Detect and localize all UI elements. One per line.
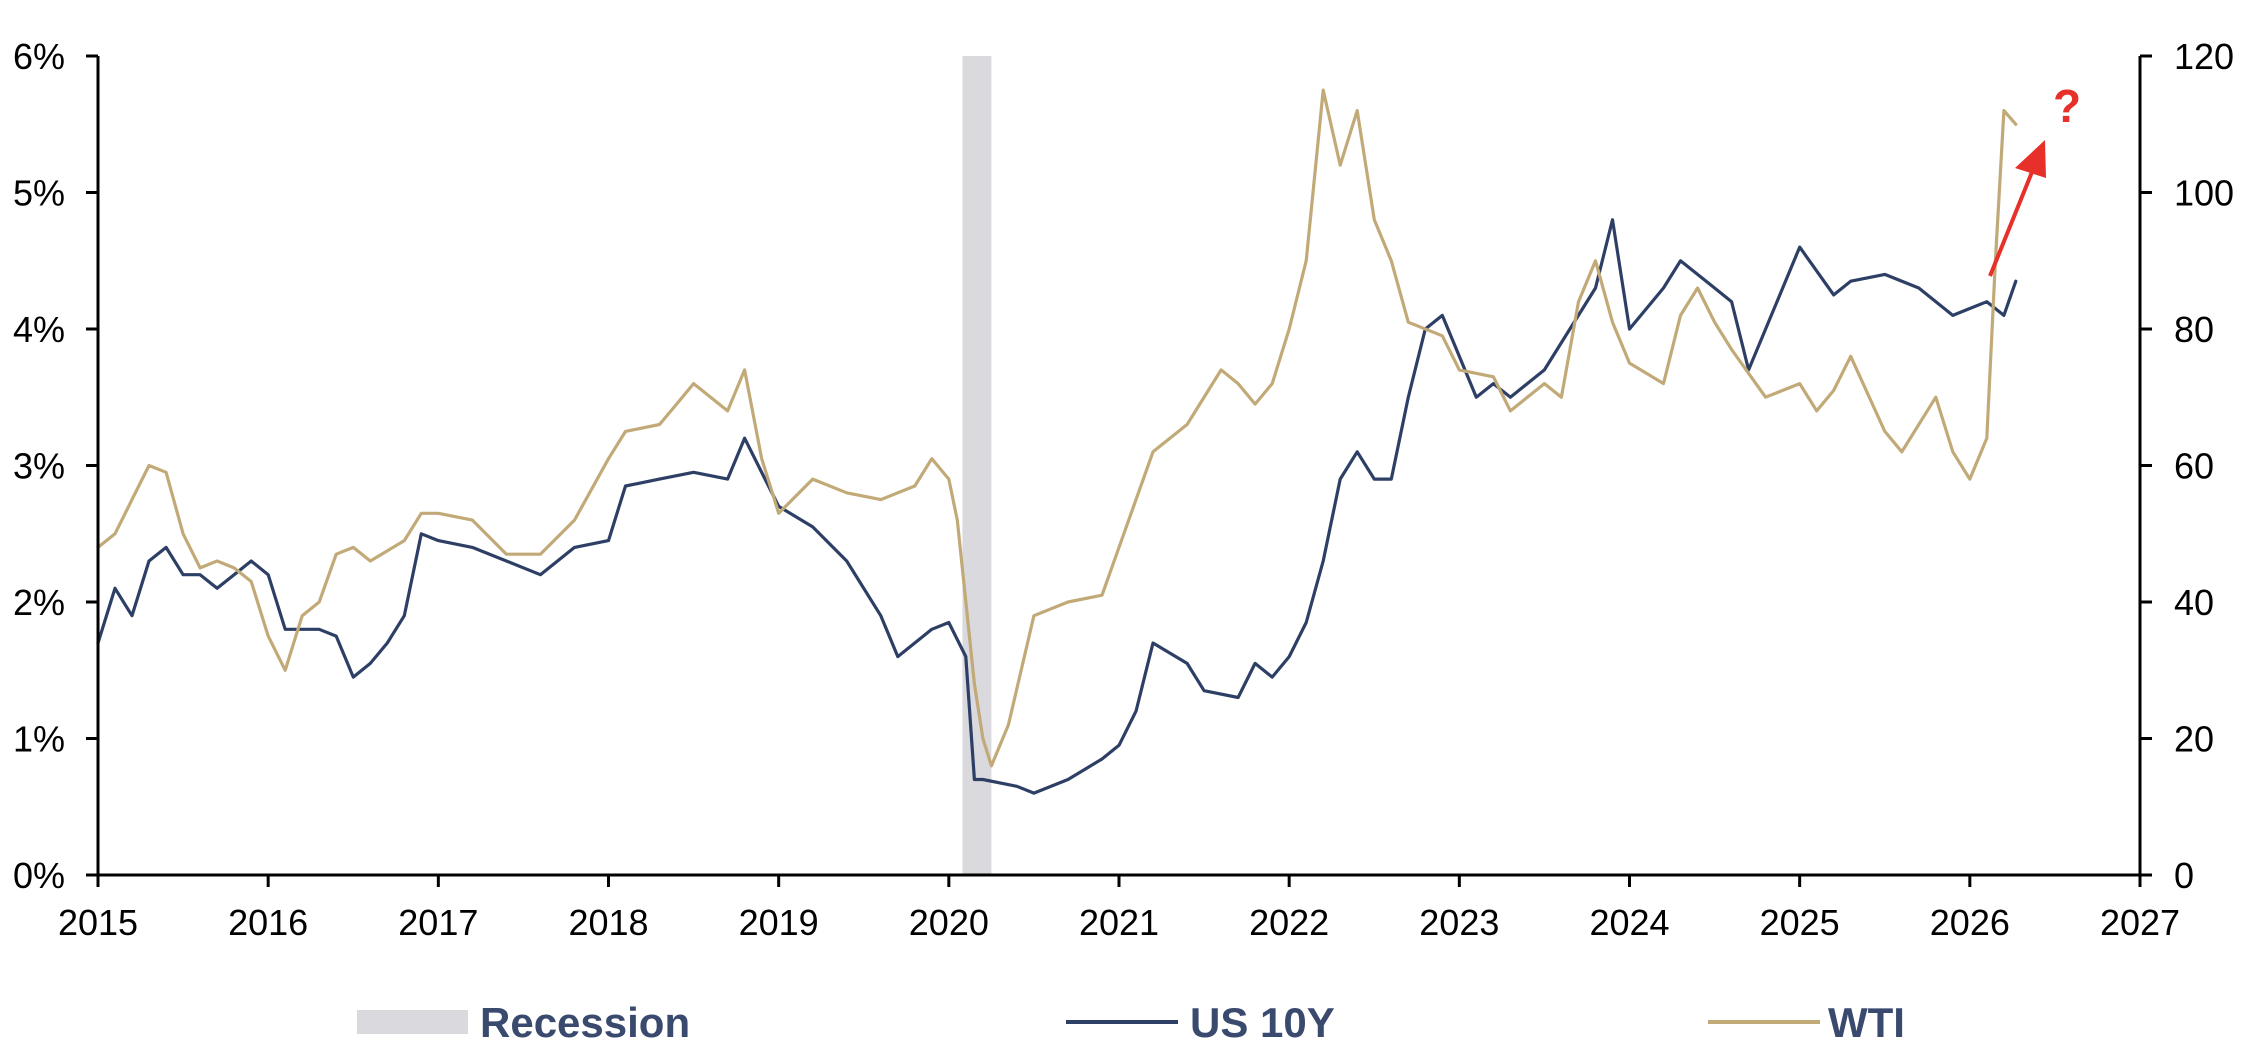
y-left-tick-label: 4% [13,309,65,350]
x-tick-label: 2022 [1249,902,1329,943]
y-right-tick-label: 40 [2174,582,2214,623]
y-right-tick-label: 80 [2174,309,2214,350]
x-tick-label: 2019 [739,902,819,943]
x-tick-label: 2016 [228,902,308,943]
x-tick-label: 2018 [568,902,648,943]
y-left-tick-label: 1% [13,719,65,760]
y-right-tick-label: 120 [2174,36,2234,77]
annotation-arrow-shaft [1988,171,2034,277]
y-right-tick-label: 60 [2174,446,2214,487]
y-left-tick-label: 2% [13,582,65,623]
y-right-tick-label: 20 [2174,719,2214,760]
annotation-layer: ? [1988,80,2081,277]
x-tick-label: 2017 [398,902,478,943]
y-left-tick-label: 6% [13,36,65,77]
y-right-tick-label: 0 [2174,855,2194,896]
y-left-tick-label: 5% [13,173,65,214]
annotation-arrowhead [2015,140,2046,178]
series-layer [96,88,2018,795]
y-left-tick-label: 3% [13,446,65,487]
y-right-tick-label: 100 [2174,173,2234,214]
axes-layer [86,54,2152,887]
x-tick-label: 2026 [1930,902,2010,943]
x-tick-label: 2027 [2100,902,2180,943]
series-line-wti [96,88,2018,768]
x-tick-label: 2023 [1419,902,1499,943]
legend-label-recession: Recession [480,999,690,1044]
series-line-us-10y [96,218,2018,795]
recession-band [962,56,992,875]
y-left-tick-label: 0% [13,855,65,896]
legend-label-us-10y: US 10Y [1190,999,1335,1044]
legend-swatch-recession [357,1010,468,1034]
x-tick-label: 2024 [1589,902,1669,943]
x-tick-label: 2021 [1079,902,1159,943]
legend-label-wti: WTI [1828,999,1905,1044]
x-tick-label: 2020 [909,902,989,943]
x-tick-label: 2015 [58,902,138,943]
tick-labels-layer: 2015 2016 2017 2018 2019 2020 2021 2022 2023 2024… [13,36,2234,943]
legend: Recession US 10Y WTI [357,999,1905,1044]
annotation-question-mark: ? [2053,80,2081,132]
x-tick-label: 2025 [1760,902,1840,943]
recession-band-layer [962,56,992,875]
